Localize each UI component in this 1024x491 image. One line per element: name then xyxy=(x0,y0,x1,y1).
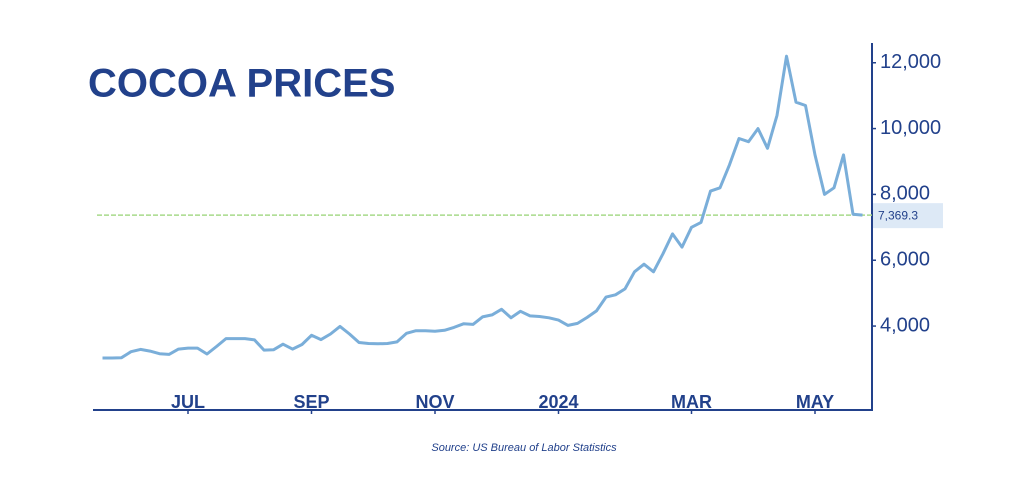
price-line xyxy=(102,54,863,360)
y-tick-label: 8,000 xyxy=(880,183,930,205)
source-note: Source: US Bureau of Labor Statistics xyxy=(431,442,617,454)
x-tick-label: 2024 xyxy=(538,392,578,412)
chart-title: COCOA PRICES xyxy=(88,62,395,106)
x-tick-label: NOV xyxy=(415,392,454,412)
x-tick-label: MAY xyxy=(796,392,834,412)
y-tick-label: 12,000 xyxy=(880,51,941,73)
y-tick-label: 6,000 xyxy=(880,249,930,271)
x-tick-label: MAR xyxy=(671,392,712,412)
x-tick-label: SEP xyxy=(293,392,329,412)
reference-label-box xyxy=(873,203,943,229)
y-tick-label: 10,000 xyxy=(880,117,941,139)
x-tick-label: JUL xyxy=(171,392,205,412)
reference-label: 7,369.3 xyxy=(878,208,918,222)
y-tick-label: 4,000 xyxy=(880,314,930,336)
